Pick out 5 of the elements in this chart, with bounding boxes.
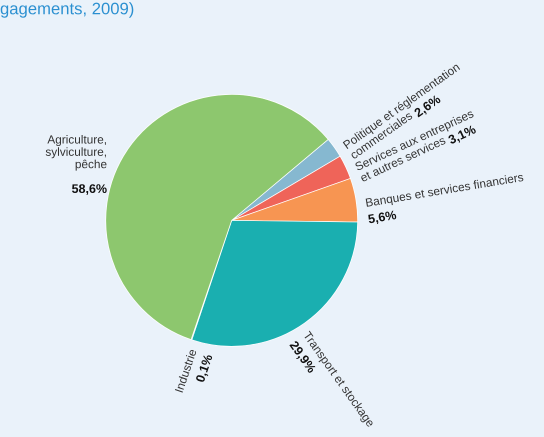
data-label: 0,1% — [195, 354, 214, 384]
data-label: 5,6% — [368, 210, 397, 226]
chart-title: gagements, 2009) — [0, 2, 134, 18]
slice-label: Agriculture, sylviculture, pêche — [46, 134, 107, 171]
data-label: 58,6% — [72, 184, 107, 195]
